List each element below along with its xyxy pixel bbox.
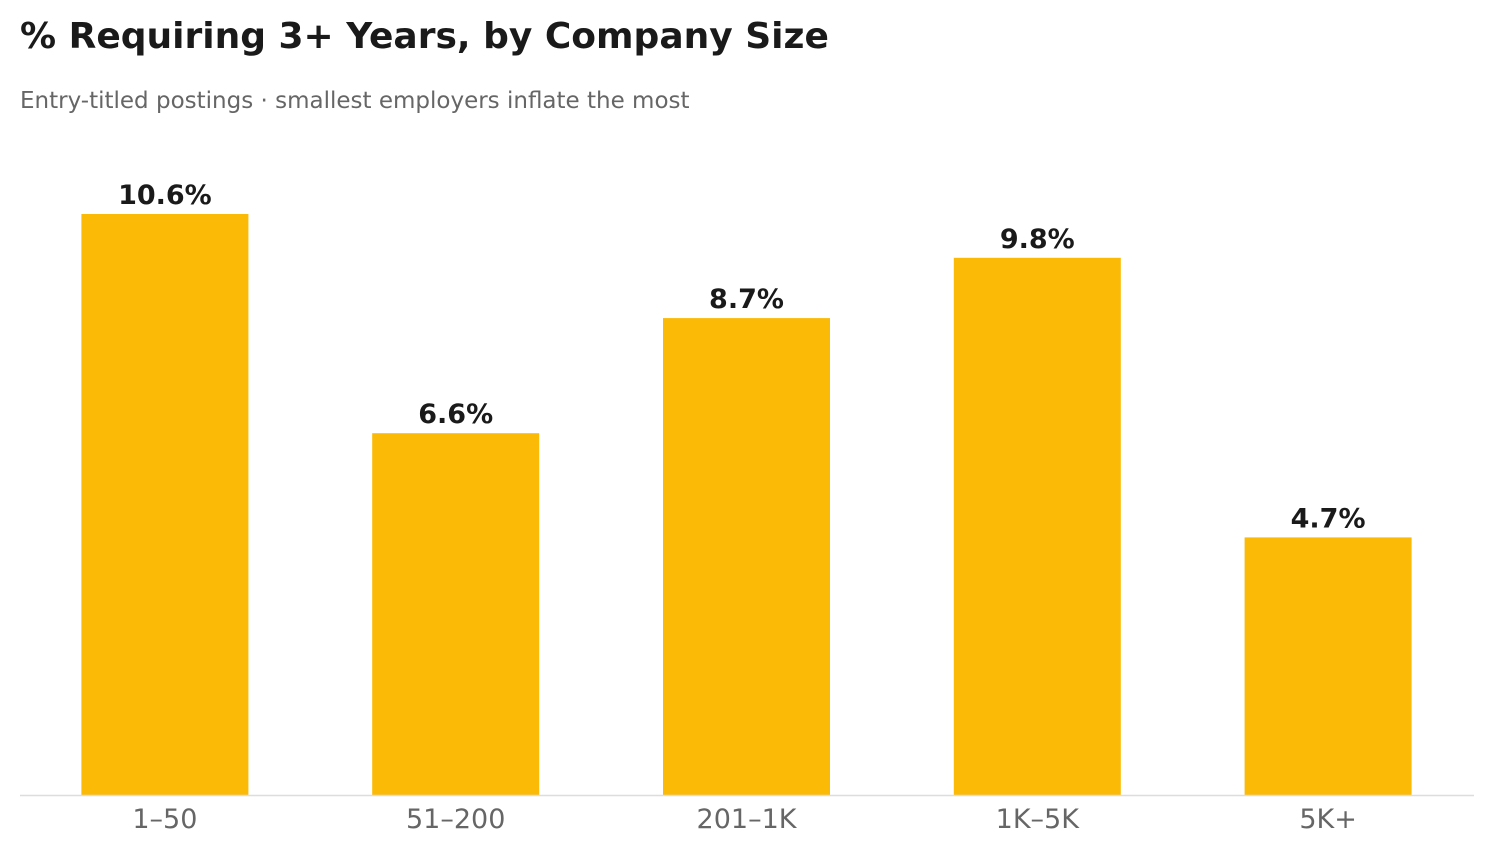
value-label-3: 8.7% (709, 284, 784, 315)
chart-subtitle: Entry-titled postings · smallest employe… (20, 88, 690, 114)
value-label-5: 4.7% (1291, 503, 1366, 534)
value-label-4: 9.8% (1000, 224, 1075, 255)
bar-5 (1244, 537, 1412, 795)
value-labels-layer: 10.6% 6.6% 8.7% 9.8% 4.7% (118, 180, 1365, 534)
x-tick-label-3: 201–1K (697, 804, 798, 835)
bars-layer (81, 214, 1412, 795)
value-label-1: 10.6% (118, 180, 212, 211)
bar-4 (953, 257, 1121, 795)
x-tick-label-5: 5K+ (1299, 804, 1357, 835)
bar-3 (663, 318, 830, 795)
bar-2 (372, 433, 540, 795)
value-label-2: 6.6% (418, 399, 493, 430)
x-tick-label-4: 1K–5K (996, 804, 1081, 835)
chart-title: % Requiring 3+ Years, by Company Size (20, 16, 829, 57)
x-tick-label-2: 51–200 (406, 804, 505, 835)
bar-1 (81, 214, 249, 795)
x-tick-labels-layer: 1–50 51–200 201–1K 1K–5K 5K+ (132, 804, 1356, 835)
x-tick-label-1: 1–50 (132, 804, 197, 835)
